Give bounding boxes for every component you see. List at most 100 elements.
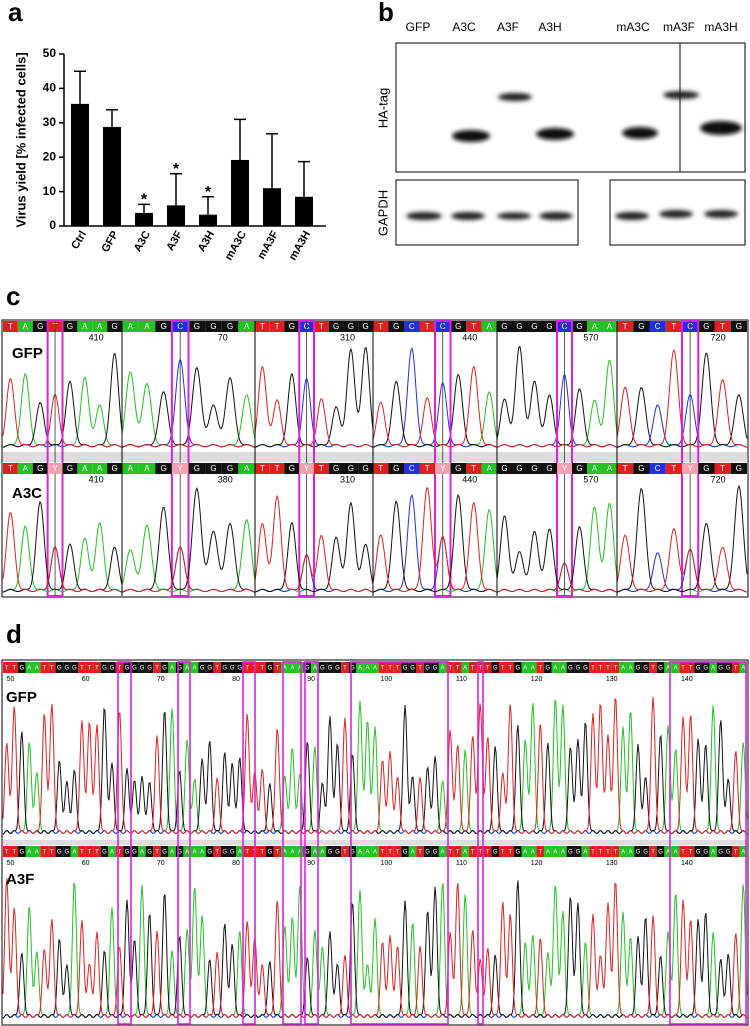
base-cell [634, 846, 642, 857]
base-cell [123, 662, 131, 673]
base-cell [183, 846, 191, 857]
trace [2, 521, 123, 593]
base-letter: A [23, 322, 29, 331]
base-cell [521, 662, 530, 673]
base-letter: G [576, 322, 582, 331]
base-letter: T [418, 850, 422, 856]
base-letter: A [523, 850, 527, 856]
base-cell [388, 463, 404, 474]
base-cell [168, 846, 176, 857]
base-letter: A [411, 850, 415, 856]
base-letter: G [289, 464, 295, 473]
significance-mark: * [205, 184, 212, 201]
separator [3, 840, 747, 845]
base-cell [596, 846, 605, 857]
position-number: 50 [7, 676, 15, 683]
y-tick-label: 30 [43, 115, 57, 129]
base-cell [581, 846, 590, 857]
base-cell [619, 662, 627, 673]
base-cell [328, 463, 344, 474]
base-cell [619, 846, 627, 857]
base-letter: T [599, 666, 603, 672]
base-cell [3, 463, 18, 474]
position-number: 80 [232, 860, 240, 867]
base-cell [468, 662, 477, 673]
base-letter: T [275, 666, 279, 672]
base-cell [108, 662, 116, 673]
base-letter: G [638, 322, 644, 331]
base-letter: A [313, 666, 317, 672]
base-cell [107, 463, 122, 474]
base-cell [235, 662, 244, 673]
base-letter: T [471, 666, 475, 672]
position-number: 140 [681, 860, 693, 867]
base-cell [506, 662, 515, 673]
base-cell [221, 321, 239, 332]
base-letter: A [674, 850, 678, 856]
base-letter: G [102, 850, 107, 856]
base-letter: T [378, 464, 383, 473]
position-number: 60 [82, 676, 90, 683]
base-letter: G [125, 850, 130, 856]
base-letter: A [607, 464, 613, 473]
base-cell [626, 846, 635, 857]
base-cell [724, 662, 732, 673]
base-cell [617, 321, 634, 332]
position-number: 130 [606, 676, 618, 683]
base-cell [714, 463, 731, 474]
highlight-box [117, 661, 132, 1025]
base-cell [17, 463, 33, 474]
base-letter: T [471, 464, 476, 473]
base-letter: A [110, 850, 114, 856]
base-cell [617, 463, 634, 474]
base-cell [446, 846, 454, 857]
base-letter: A [592, 464, 598, 473]
base-cell [542, 463, 557, 474]
base-cell [213, 846, 221, 857]
base-cell [450, 321, 466, 332]
position-number: 120 [531, 676, 543, 683]
base-cell [476, 846, 484, 857]
base-cell [649, 463, 666, 474]
base-cell [698, 321, 715, 332]
base-letter: T [5, 850, 9, 856]
position-number: 310 [340, 474, 355, 484]
base-letter: G [718, 666, 723, 672]
base-letter: A [741, 666, 745, 672]
base-cell [371, 846, 379, 857]
base-cell [235, 846, 244, 857]
base-letter: T [478, 850, 482, 856]
base-cell [130, 662, 139, 673]
base-cell [633, 463, 650, 474]
base-letter: A [463, 666, 467, 672]
base-letter: A [583, 850, 587, 856]
base-cell [626, 662, 635, 673]
trace [2, 878, 748, 1019]
base-letter: G [643, 666, 648, 672]
base-letter: G [696, 850, 701, 856]
base-letter: G [210, 464, 216, 473]
base-cell [356, 662, 364, 673]
base-cell [10, 662, 19, 673]
base-cell [497, 321, 512, 332]
position-number: 50 [7, 860, 15, 867]
base-letter: A [35, 850, 39, 856]
base-letter: Y [440, 464, 446, 473]
x-tick-label: mA3C [223, 229, 249, 263]
base-cell [85, 846, 94, 857]
base-cell [679, 846, 687, 857]
base-letter: T [260, 666, 264, 672]
base-letter: T [388, 666, 392, 672]
base-cell [77, 463, 93, 474]
base-cell [145, 662, 154, 673]
base-cell [78, 662, 86, 673]
base-cell [542, 321, 557, 332]
base-cell [529, 846, 537, 857]
x-tick-label: mA3H [287, 229, 313, 263]
base-cell [93, 846, 101, 857]
base-cell [188, 463, 206, 474]
base-letter: G [111, 464, 117, 473]
base-letter: G [493, 666, 498, 672]
base-letter: T [260, 322, 265, 331]
